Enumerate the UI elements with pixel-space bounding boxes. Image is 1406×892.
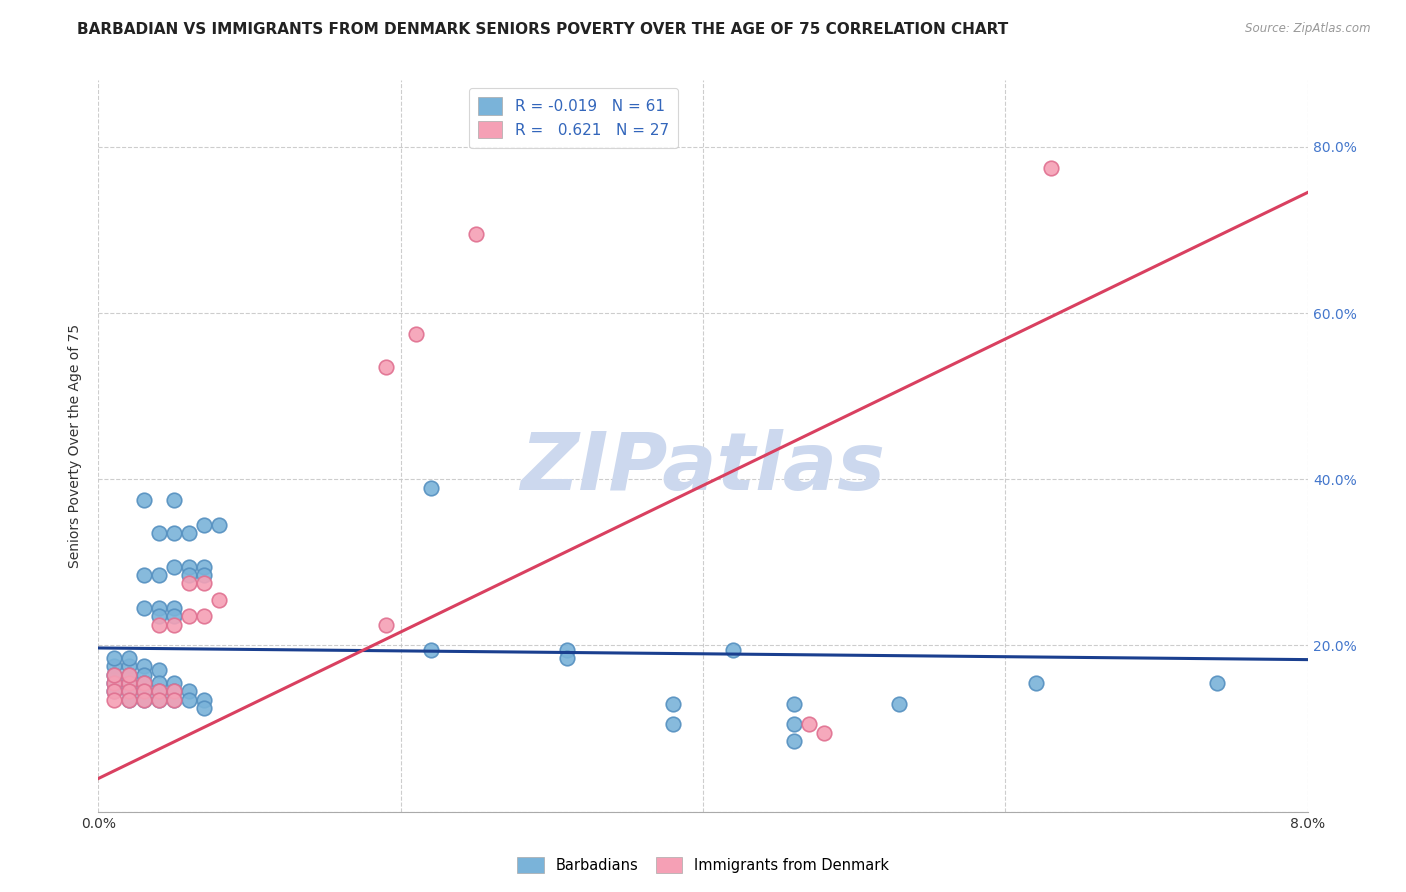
Point bbox=[374, 359, 396, 374]
Point bbox=[179, 559, 201, 574]
Point bbox=[132, 493, 155, 508]
Point bbox=[132, 601, 155, 615]
Point bbox=[118, 684, 141, 698]
Point bbox=[193, 692, 215, 706]
Point bbox=[103, 667, 125, 681]
Text: Source: ZipAtlas.com: Source: ZipAtlas.com bbox=[1246, 22, 1371, 36]
Point bbox=[148, 692, 170, 706]
Point bbox=[193, 576, 215, 591]
Point bbox=[420, 642, 443, 657]
Point bbox=[148, 526, 170, 541]
Point bbox=[118, 667, 141, 681]
Point bbox=[148, 601, 170, 615]
Point bbox=[148, 676, 170, 690]
Y-axis label: Seniors Poverty Over the Age of 75: Seniors Poverty Over the Age of 75 bbox=[69, 324, 83, 568]
Point bbox=[118, 659, 141, 673]
Point bbox=[179, 609, 201, 624]
Point bbox=[132, 567, 155, 582]
Point bbox=[163, 609, 186, 624]
Point bbox=[179, 576, 201, 591]
Point bbox=[118, 676, 141, 690]
Point bbox=[163, 493, 186, 508]
Point bbox=[163, 617, 186, 632]
Point bbox=[103, 676, 125, 690]
Point bbox=[163, 684, 186, 698]
Point bbox=[1025, 676, 1047, 690]
Point bbox=[163, 601, 186, 615]
Text: BARBADIAN VS IMMIGRANTS FROM DENMARK SENIORS POVERTY OVER THE AGE OF 75 CORRELAT: BARBADIAN VS IMMIGRANTS FROM DENMARK SEN… bbox=[77, 22, 1008, 37]
Point bbox=[193, 609, 215, 624]
Point bbox=[132, 667, 155, 681]
Point bbox=[103, 659, 125, 673]
Point bbox=[132, 676, 155, 690]
Point bbox=[208, 518, 231, 533]
Point bbox=[179, 692, 201, 706]
Point bbox=[1039, 161, 1062, 175]
Point bbox=[208, 592, 231, 607]
Point bbox=[132, 676, 155, 690]
Point bbox=[118, 667, 141, 681]
Point bbox=[783, 734, 806, 748]
Point bbox=[148, 684, 170, 698]
Point bbox=[163, 692, 186, 706]
Point bbox=[148, 664, 170, 678]
Point bbox=[118, 692, 141, 706]
Point bbox=[103, 676, 125, 690]
Point bbox=[118, 684, 141, 698]
Point bbox=[148, 617, 170, 632]
Text: ZIPatlas: ZIPatlas bbox=[520, 429, 886, 507]
Point bbox=[148, 684, 170, 698]
Point bbox=[889, 697, 911, 711]
Point bbox=[813, 725, 835, 739]
Point bbox=[103, 684, 125, 698]
Point bbox=[179, 567, 201, 582]
Point bbox=[118, 692, 141, 706]
Point bbox=[555, 642, 578, 657]
Legend: R = -0.019   N = 61, R =   0.621   N = 27: R = -0.019 N = 61, R = 0.621 N = 27 bbox=[468, 88, 678, 148]
Point bbox=[163, 559, 186, 574]
Point bbox=[661, 697, 683, 711]
Point bbox=[420, 481, 443, 495]
Point bbox=[163, 526, 186, 541]
Point bbox=[193, 701, 215, 715]
Point bbox=[132, 659, 155, 673]
Point bbox=[148, 692, 170, 706]
Point bbox=[555, 651, 578, 665]
Point bbox=[374, 617, 396, 632]
Point bbox=[148, 609, 170, 624]
Point bbox=[103, 684, 125, 698]
Point bbox=[797, 717, 820, 731]
Point bbox=[163, 692, 186, 706]
Point bbox=[132, 684, 155, 698]
Point bbox=[163, 676, 186, 690]
Point bbox=[118, 676, 141, 690]
Point bbox=[103, 667, 125, 681]
Point bbox=[783, 697, 806, 711]
Point bbox=[118, 651, 141, 665]
Point bbox=[132, 692, 155, 706]
Point bbox=[783, 717, 806, 731]
Point bbox=[661, 717, 683, 731]
Point bbox=[179, 526, 201, 541]
Point bbox=[103, 651, 125, 665]
Point bbox=[193, 518, 215, 533]
Point bbox=[723, 642, 745, 657]
Point bbox=[179, 684, 201, 698]
Point bbox=[193, 567, 215, 582]
Point bbox=[103, 692, 125, 706]
Point bbox=[193, 559, 215, 574]
Point bbox=[148, 567, 170, 582]
Point bbox=[405, 326, 427, 341]
Point bbox=[163, 684, 186, 698]
Point bbox=[1206, 676, 1229, 690]
Point bbox=[465, 227, 488, 241]
Point bbox=[132, 692, 155, 706]
Legend: Barbadians, Immigrants from Denmark: Barbadians, Immigrants from Denmark bbox=[510, 850, 896, 880]
Point bbox=[132, 684, 155, 698]
